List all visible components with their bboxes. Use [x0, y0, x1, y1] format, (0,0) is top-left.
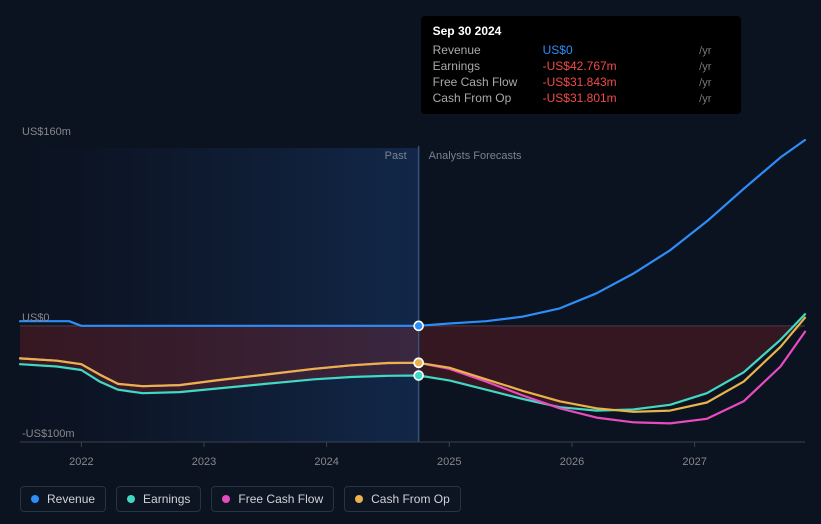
y-tick-label: US$160m: [22, 126, 71, 138]
tooltip-date: Sep 30 2024: [433, 24, 729, 38]
x-tick-label: 2025: [437, 456, 461, 468]
region-label-forecast: Analysts Forecasts: [429, 150, 522, 162]
legend-item-revenue[interactable]: Revenue: [20, 486, 106, 512]
legend-label: Free Cash Flow: [238, 492, 323, 506]
region-label-past: Past: [385, 150, 407, 162]
tooltip-metric-unit: /yr: [695, 58, 728, 74]
legend-item-fcf[interactable]: Free Cash Flow: [211, 486, 334, 512]
legend-dot-icon: [355, 495, 363, 503]
y-tick-label: US$0: [22, 312, 50, 324]
x-axis-labels: 2022 2023 2024 2025 2026 2027: [0, 456, 821, 472]
earnings-revenue-chart: { "chart": { "type": "line", "width": 82…: [0, 0, 821, 524]
tooltip-metric-value: -US$42.767m: [543, 58, 696, 74]
tooltip-row: Earnings-US$42.767m/yr: [433, 58, 729, 74]
legend-label: Cash From Op: [371, 492, 450, 506]
tooltip-row: Free Cash Flow-US$31.843m/yr: [433, 74, 729, 90]
legend-item-earnings[interactable]: Earnings: [116, 486, 201, 512]
legend-item-cfo[interactable]: Cash From Op: [344, 486, 461, 512]
tooltip-metric-label: Cash From Op: [433, 90, 543, 106]
x-tick-label: 2024: [314, 456, 338, 468]
tooltip-metric-value: US$0: [543, 42, 696, 58]
legend-dot-icon: [31, 495, 39, 503]
tooltip-metric-unit: /yr: [695, 42, 728, 58]
legend-label: Revenue: [47, 492, 95, 506]
tooltip-metric-label: Free Cash Flow: [433, 74, 543, 90]
tooltip-metric-unit: /yr: [695, 90, 728, 106]
x-tick-label: 2027: [682, 456, 706, 468]
tooltip-metric-label: Revenue: [433, 42, 543, 58]
tooltip-metric-unit: /yr: [695, 74, 728, 90]
tooltip-metric-value: -US$31.843m: [543, 74, 696, 90]
tooltip-metric-value: -US$31.801m: [543, 90, 696, 106]
y-tick-label: -US$100m: [22, 428, 75, 440]
x-tick-label: 2026: [560, 456, 584, 468]
x-tick-label: 2023: [192, 456, 216, 468]
legend-label: Earnings: [143, 492, 190, 506]
tooltip-row: Cash From Op-US$31.801m/yr: [433, 90, 729, 106]
legend-dot-icon: [222, 495, 230, 503]
chart-legend: Revenue Earnings Free Cash Flow Cash From O…: [20, 486, 461, 512]
tooltip-row: RevenueUS$0/yr: [433, 42, 729, 58]
legend-dot-icon: [127, 495, 135, 503]
chart-tooltip: Sep 30 2024 RevenueUS$0/yrEarnings-US$42…: [421, 16, 741, 114]
tooltip-metric-label: Earnings: [433, 58, 543, 74]
x-tick-label: 2022: [69, 456, 93, 468]
